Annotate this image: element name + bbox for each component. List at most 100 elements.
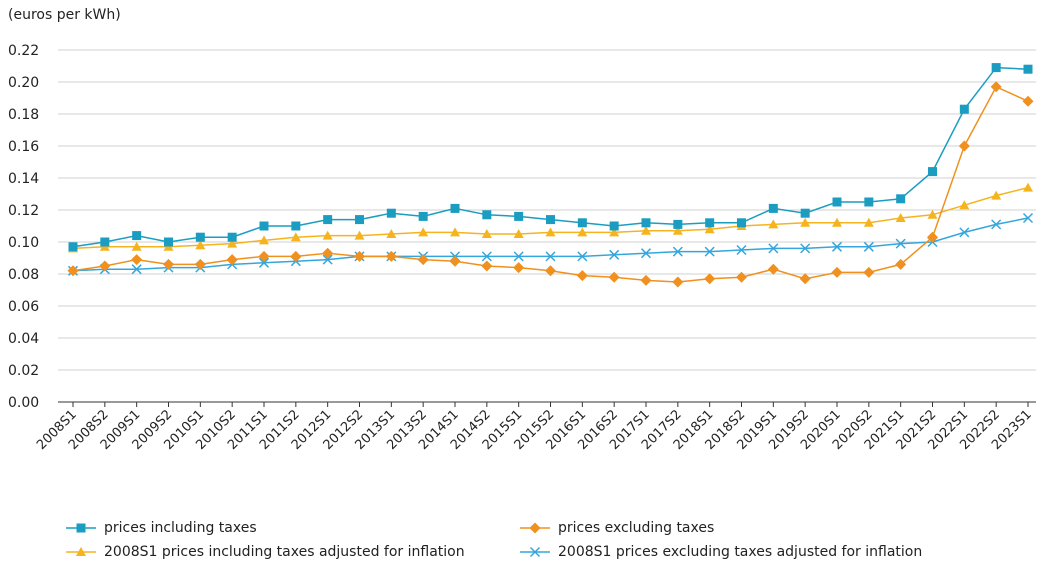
data-point-2008s1-prices-excluding-taxes-adjusted-for-inflation	[831, 241, 843, 252]
y-tick-label: 0.08	[8, 267, 39, 283]
data-point-prices-including-taxes	[928, 167, 937, 177]
data-point-2008s1-prices-excluding-taxes-adjusted-for-inflation	[131, 264, 142, 275]
data-point-prices-including-taxes	[259, 221, 269, 231]
data-point-prices-including-taxes	[577, 218, 587, 228]
y-axis-unit-label: (euros per kWh)	[8, 7, 121, 23]
legend-item: prices excluding taxes	[520, 520, 714, 536]
data-point-prices-including-taxes	[832, 197, 842, 207]
legend: prices including taxes prices excluding t…	[66, 520, 1046, 568]
data-point-2008s1-prices-including-taxes-adjusted-for-inflation	[832, 217, 842, 227]
data-point-prices-excluding-taxes	[322, 247, 334, 259]
data-point-2008s1-prices-excluding-taxes-adjusted-for-inflation	[513, 251, 524, 262]
y-tick-label: 0.14	[8, 171, 39, 187]
legend-swatch	[66, 523, 96, 533]
marker-stroke	[513, 251, 524, 262]
data-point-prices-including-taxes	[100, 237, 110, 247]
marker-stroke	[736, 244, 747, 256]
data-point-prices-excluding-taxes	[481, 260, 493, 272]
y-tick-label: 0.00	[8, 395, 39, 411]
data-point-prices-including-taxes	[418, 211, 428, 221]
data-point-prices-including-taxes	[482, 210, 492, 220]
data-point-2008s1-prices-including-taxes-adjusted-for-inflation	[672, 225, 683, 235]
marker-stroke	[895, 238, 906, 249]
data-point-2008s1-prices-including-taxes-adjusted-for-inflation	[322, 230, 333, 240]
data-point-prices-excluding-taxes	[863, 266, 875, 278]
data-point-2008s1-prices-including-taxes-adjusted-for-inflation	[577, 227, 588, 237]
plot-area: 0.00 0.02 0.04 0.06 0.08 0.10 0.12 0.14 0.16 0.18…	[8, 43, 1036, 453]
data-point-2008s1-prices-including-taxes-adjusted-for-inflation	[386, 229, 397, 238]
y-tick-label: 0.22	[8, 43, 39, 59]
legend-label: prices excluding taxes	[558, 520, 715, 536]
data-point-2008s1-prices-including-taxes-adjusted-for-inflation	[1023, 182, 1033, 192]
data-point-2008s1-prices-excluding-taxes-adjusted-for-inflation	[481, 251, 492, 262]
data-point-2008s1-prices-including-taxes-adjusted-for-inflation	[354, 230, 365, 240]
y-tick-label: 0.20	[8, 75, 39, 91]
data-point-2008s1-prices-including-taxes-adjusted-for-inflation	[131, 241, 142, 251]
data-point-2008s1-prices-excluding-taxes-adjusted-for-inflation	[258, 257, 270, 268]
marker-stroke	[768, 243, 779, 254]
data-point-prices-including-taxes	[450, 203, 460, 213]
legend-swatch	[66, 547, 96, 556]
legend-marker	[529, 522, 541, 534]
data-point-prices-including-taxes	[1023, 64, 1033, 74]
data-point-2008s1-prices-including-taxes-adjusted-for-inflation	[895, 213, 906, 222]
data-point-2008s1-prices-excluding-taxes-adjusted-for-inflation	[991, 219, 1002, 230]
data-point-2008s1-prices-including-taxes-adjusted-for-inflation	[991, 190, 1002, 200]
data-point-2008s1-prices-including-taxes-adjusted-for-inflation	[800, 217, 811, 227]
data-point-prices-excluding-taxes	[513, 262, 525, 274]
data-point-2008s1-prices-excluding-taxes-adjusted-for-inflation	[577, 251, 588, 262]
data-point-prices-excluding-taxes	[576, 270, 588, 282]
data-point-prices-excluding-taxes	[831, 266, 843, 278]
data-point-prices-excluding-taxes	[895, 258, 907, 270]
marker-stroke	[800, 243, 811, 254]
legend-item: prices including taxes	[66, 520, 257, 536]
data-point-2008s1-prices-excluding-taxes-adjusted-for-inflation	[736, 244, 747, 256]
marker-stroke	[545, 251, 556, 262]
data-point-prices-excluding-taxes	[545, 265, 556, 277]
data-point-prices-excluding-taxes	[258, 250, 270, 262]
data-point-prices-excluding-taxes	[131, 254, 143, 266]
data-point-2008s1-prices-including-taxes-adjusted-for-inflation	[609, 227, 620, 237]
data-point-prices-excluding-taxes	[449, 255, 461, 267]
data-point-prices-excluding-taxes	[226, 254, 238, 266]
data-point-2008s1-prices-including-taxes-adjusted-for-inflation	[195, 240, 206, 250]
marker-stroke	[322, 254, 333, 265]
data-point-prices-including-taxes	[195, 232, 205, 242]
data-point-prices-including-taxes	[673, 219, 683, 229]
marker-stroke	[831, 241, 843, 252]
data-point-2008s1-prices-excluding-taxes-adjusted-for-inflation	[704, 246, 715, 257]
data-point-2008s1-prices-including-taxes-adjusted-for-inflation	[481, 229, 492, 238]
data-point-prices-including-taxes	[546, 215, 555, 225]
data-point-2008s1-prices-including-taxes-adjusted-for-inflation	[259, 235, 269, 245]
legend-swatch	[520, 522, 550, 534]
data-point-prices-excluding-taxes	[927, 231, 938, 243]
data-point-prices-including-taxes	[705, 218, 715, 228]
data-point-prices-excluding-taxes	[385, 250, 397, 262]
marker-stroke	[529, 546, 541, 558]
marker-stroke	[609, 249, 620, 260]
data-point-prices-excluding-taxes	[990, 81, 1002, 93]
legend-item: 2008S1 prices excluding taxes adjusted f…	[520, 544, 922, 560]
data-point-2008s1-prices-including-taxes-adjusted-for-inflation	[450, 227, 460, 237]
data-point-prices-including-taxes	[609, 221, 619, 231]
y-tick-label: 0.16	[8, 139, 39, 155]
data-point-2008s1-prices-including-taxes-adjusted-for-inflation	[418, 227, 429, 237]
legend-label: prices including taxes	[104, 520, 257, 536]
data-point-prices-excluding-taxes	[640, 274, 652, 286]
data-point-prices-including-taxes	[864, 197, 874, 207]
data-point-prices-including-taxes	[737, 218, 746, 228]
legend-item: 2008S1 prices including taxes adjusted f…	[66, 544, 465, 560]
data-point-prices-including-taxes	[291, 221, 301, 231]
data-point-2008s1-prices-including-taxes-adjusted-for-inflation	[290, 232, 301, 242]
data-point-2008s1-prices-excluding-taxes-adjusted-for-inflation	[959, 227, 970, 238]
data-point-prices-excluding-taxes	[958, 140, 970, 152]
data-point-prices-excluding-taxes	[163, 258, 174, 270]
data-point-2008s1-prices-including-taxes-adjusted-for-inflation	[227, 238, 238, 248]
data-point-2008s1-prices-excluding-taxes-adjusted-for-inflation	[895, 238, 906, 249]
data-point-2008s1-prices-including-taxes-adjusted-for-inflation	[545, 227, 556, 237]
data-point-prices-including-taxes	[514, 211, 524, 221]
marker-stroke	[1022, 212, 1034, 224]
data-point-prices-excluding-taxes	[704, 273, 716, 285]
data-point-2008s1-prices-excluding-taxes-adjusted-for-inflation	[863, 241, 874, 252]
